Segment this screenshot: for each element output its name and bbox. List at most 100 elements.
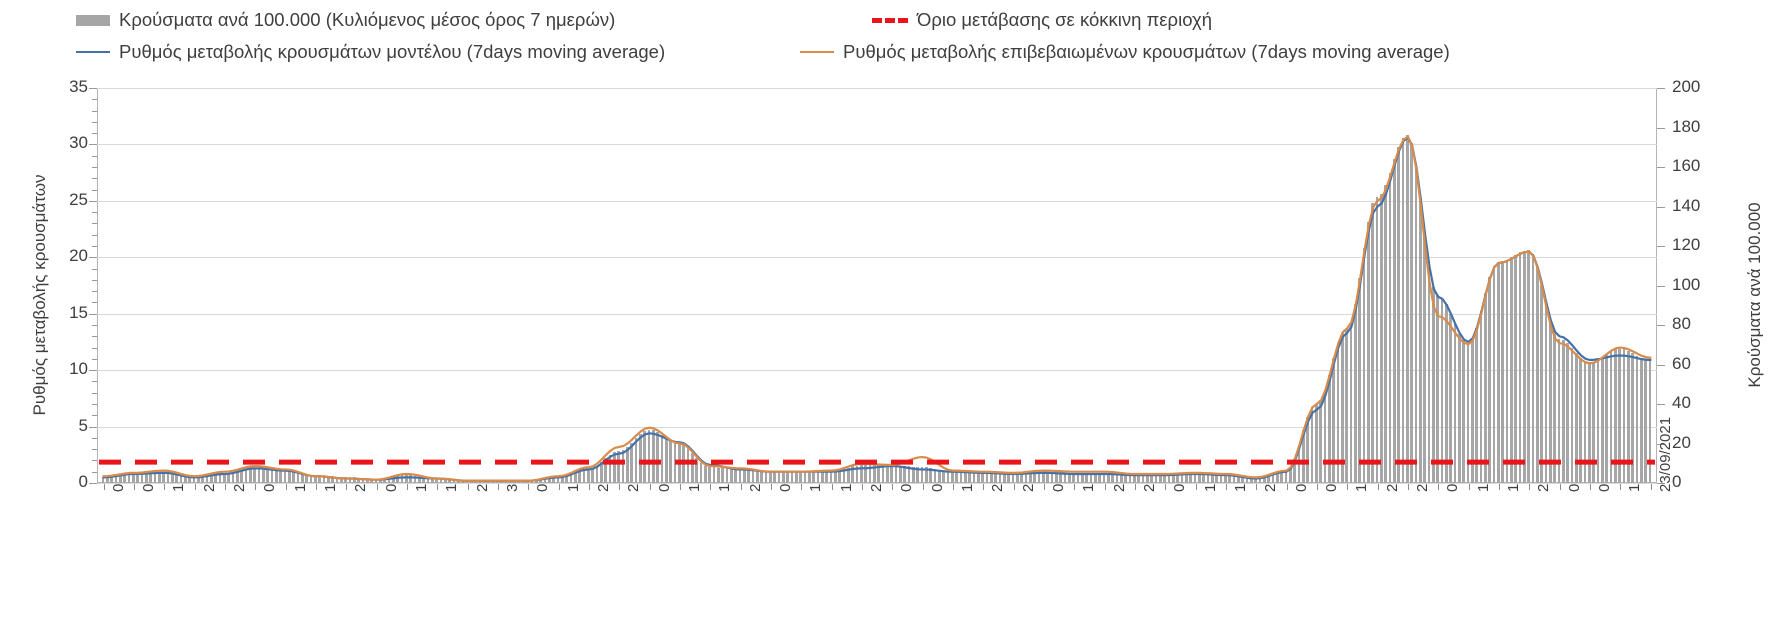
bar bbox=[1098, 473, 1101, 483]
left-tick-mark bbox=[89, 257, 97, 259]
bar bbox=[435, 479, 438, 483]
bar bbox=[114, 476, 118, 483]
bar bbox=[1466, 342, 1470, 483]
bar bbox=[942, 470, 945, 483]
bar bbox=[166, 473, 170, 483]
bar bbox=[491, 481, 495, 483]
bar bbox=[933, 468, 937, 483]
bar bbox=[591, 468, 594, 483]
bar bbox=[950, 471, 954, 483]
bar bbox=[218, 473, 222, 483]
bar bbox=[422, 477, 425, 483]
bar bbox=[1631, 353, 1634, 483]
left-minor-tick-mark bbox=[92, 268, 97, 270]
bar bbox=[296, 472, 300, 483]
bar bbox=[1275, 472, 1279, 483]
legend-label-model: Ρυθμός μεταβολής κρουσμάτων μοντέλου (7d… bbox=[119, 41, 666, 62]
bar bbox=[734, 469, 737, 483]
bar bbox=[608, 454, 612, 483]
x-tick-mark bbox=[1013, 483, 1015, 490]
bar bbox=[1488, 277, 1491, 483]
left-tick-mark bbox=[89, 144, 97, 146]
bar bbox=[127, 475, 131, 483]
bar bbox=[695, 458, 698, 483]
bar bbox=[1635, 355, 1639, 483]
bar bbox=[669, 440, 672, 483]
bar bbox=[469, 481, 473, 483]
bar bbox=[1431, 287, 1435, 483]
x-tick-mark bbox=[1347, 483, 1349, 490]
bar bbox=[1596, 359, 1600, 483]
bar bbox=[261, 469, 265, 483]
bar bbox=[478, 481, 482, 483]
right-tick-label: 100 bbox=[1672, 274, 1701, 294]
right-tick-mark bbox=[1657, 127, 1665, 129]
bar-swatch-icon bbox=[76, 14, 110, 26]
right-tick-mark bbox=[1657, 364, 1665, 366]
bar bbox=[1002, 473, 1006, 483]
bar bbox=[1141, 475, 1145, 483]
bar bbox=[1154, 475, 1158, 483]
bar bbox=[578, 470, 581, 483]
bar bbox=[890, 465, 893, 483]
x-tick-mark bbox=[103, 483, 105, 490]
bar bbox=[1024, 472, 1028, 483]
bar bbox=[1579, 358, 1582, 483]
bar bbox=[305, 474, 308, 483]
bar bbox=[192, 477, 196, 483]
x-tick-mark bbox=[1316, 483, 1318, 490]
right-tick-label: 140 bbox=[1672, 195, 1701, 215]
left-minor-tick-mark bbox=[92, 347, 97, 349]
bar bbox=[799, 471, 802, 483]
bar bbox=[1306, 416, 1309, 483]
x-tick-mark bbox=[770, 483, 772, 490]
bar bbox=[196, 476, 200, 483]
bar bbox=[781, 471, 785, 483]
left-minor-tick-mark bbox=[92, 325, 97, 326]
bar bbox=[1384, 185, 1387, 483]
left-minor-tick-mark bbox=[92, 381, 97, 383]
bar bbox=[989, 473, 993, 483]
bar bbox=[1609, 351, 1613, 483]
bar bbox=[673, 442, 677, 483]
right-tick-label: 40 bbox=[1672, 393, 1691, 412]
bar bbox=[244, 469, 248, 483]
gridlines bbox=[97, 88, 1657, 484]
bar bbox=[1605, 354, 1608, 483]
gridline bbox=[97, 257, 1657, 259]
bar bbox=[1132, 475, 1136, 483]
bar bbox=[1245, 476, 1249, 483]
bar bbox=[157, 473, 161, 483]
bar bbox=[1566, 343, 1569, 483]
bar bbox=[621, 450, 625, 483]
gridline bbox=[97, 88, 1657, 89]
bar bbox=[331, 476, 334, 483]
bar bbox=[1401, 138, 1405, 483]
left-tick-mark bbox=[89, 313, 97, 315]
bar bbox=[430, 478, 434, 483]
chart-legend: Κρούσματα ανά 100.000 (Κυλιόμενος μέσος … bbox=[0, 0, 1771, 70]
bar bbox=[1020, 472, 1023, 483]
bar bbox=[1483, 293, 1487, 483]
bar bbox=[586, 469, 590, 483]
bar bbox=[1457, 333, 1461, 483]
bar bbox=[448, 479, 451, 483]
bar bbox=[1072, 473, 1075, 483]
gridline bbox=[97, 313, 1657, 315]
x-tick-mark bbox=[1377, 483, 1379, 490]
bar bbox=[439, 479, 443, 483]
left-tick-label: 0 bbox=[78, 472, 88, 491]
bar bbox=[929, 467, 932, 483]
x-tick-label: 23/09/2021 bbox=[1656, 416, 1674, 492]
bar bbox=[1388, 172, 1392, 483]
right-tick-mark bbox=[1657, 443, 1665, 445]
bar bbox=[1197, 473, 1201, 483]
bar bbox=[140, 474, 144, 483]
bar bbox=[1093, 473, 1097, 483]
bar bbox=[409, 475, 412, 483]
bar bbox=[205, 475, 209, 483]
bar bbox=[1249, 476, 1253, 483]
bar bbox=[413, 475, 417, 483]
right-tick-mark bbox=[1657, 285, 1665, 287]
bar bbox=[1453, 324, 1457, 483]
